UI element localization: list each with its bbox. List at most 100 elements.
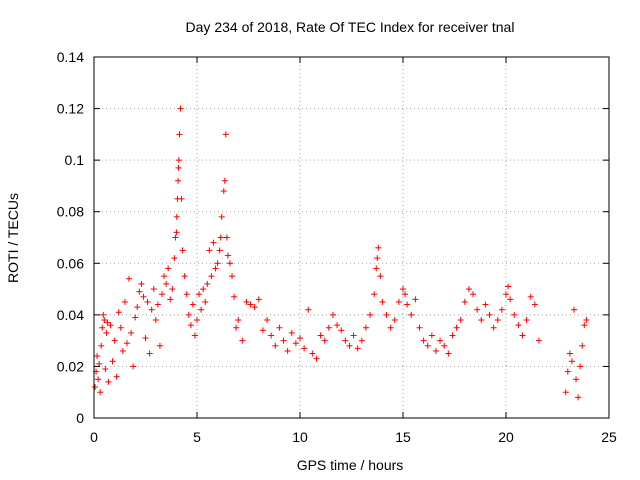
data-point (102, 366, 109, 373)
data-point (358, 337, 365, 344)
data-point (189, 301, 196, 308)
data-point (259, 327, 266, 334)
data-point (109, 358, 116, 365)
data-point (191, 332, 198, 339)
data-point (176, 131, 183, 138)
data-point (519, 332, 526, 339)
data-point (243, 298, 250, 305)
data-point (568, 358, 575, 365)
data-point (130, 363, 137, 370)
data-point (404, 301, 411, 308)
data-point (445, 350, 452, 357)
data-point (123, 340, 130, 347)
data-point (264, 317, 271, 324)
data-point (292, 340, 299, 347)
data-point (200, 286, 207, 293)
data-point (214, 260, 221, 267)
data-point (321, 337, 328, 344)
data-point (478, 317, 485, 324)
x-tick-label: 10 (292, 429, 308, 445)
y-tick-label: 0 (76, 410, 84, 426)
data-point (126, 275, 133, 282)
data-point (235, 317, 242, 324)
data-point (251, 304, 258, 311)
data-point (523, 317, 530, 324)
data-point (181, 273, 188, 280)
data-point (577, 363, 584, 370)
data-point (171, 255, 178, 262)
data-point (150, 286, 157, 293)
data-point (172, 234, 179, 241)
data-point (175, 164, 182, 171)
data-point (128, 329, 135, 336)
data-point (583, 317, 590, 324)
x-tick-label: 15 (395, 429, 411, 445)
data-point (400, 286, 406, 293)
data-point (144, 298, 151, 305)
data-point (579, 342, 586, 349)
data-point (470, 291, 477, 298)
data-point (412, 296, 419, 303)
data-point (490, 324, 497, 331)
x-tick-label: 25 (601, 429, 617, 445)
data-point (494, 317, 501, 324)
data-point (221, 177, 228, 184)
data-point (136, 288, 143, 295)
x-axis-label: GPS time / hours (297, 457, 404, 473)
data-point (206, 247, 213, 254)
data-point (329, 311, 336, 318)
data-point (350, 332, 357, 339)
data-point (570, 306, 577, 313)
data-point (183, 291, 190, 298)
data-point (515, 322, 522, 329)
data-point (437, 337, 444, 344)
data-point (161, 273, 168, 280)
data-point (247, 301, 254, 308)
data-point (362, 324, 369, 331)
x-tick-label: 5 (193, 429, 201, 445)
y-tick-label: 0.1 (65, 152, 85, 168)
data-point (156, 342, 163, 349)
data-point (317, 332, 324, 339)
data-point (163, 280, 170, 287)
data-point (374, 255, 381, 262)
data-point (313, 355, 320, 362)
data-point (395, 298, 402, 305)
data-point (194, 317, 200, 324)
data-point (146, 350, 153, 357)
data-point (367, 311, 374, 318)
data-point (334, 322, 341, 329)
data-point (140, 293, 147, 300)
data-point (432, 347, 439, 354)
data-point (424, 342, 431, 349)
data-point (498, 306, 505, 313)
x-tick-label: 20 (498, 429, 514, 445)
data-point (408, 311, 415, 318)
data-point (564, 368, 571, 375)
data-point (535, 337, 542, 344)
data-point (377, 273, 384, 280)
data-point (562, 389, 569, 396)
data-point (196, 291, 203, 298)
data-point (169, 286, 176, 293)
data-point (94, 353, 101, 360)
data-point (208, 273, 215, 280)
y-tick-label: 0.06 (57, 255, 84, 271)
data-point (210, 239, 217, 246)
data-point (175, 157, 182, 164)
y-tick-labels: 0 0.02 0.04 0.06 0.08 0.1 0.12 0.14 (57, 49, 84, 426)
data-point (482, 301, 489, 308)
data-point (305, 306, 312, 313)
data-point (272, 342, 279, 349)
data-point (103, 329, 110, 336)
data-point (95, 376, 102, 383)
data-point (178, 195, 185, 202)
y-tick-label: 0.02 (57, 358, 84, 374)
data-point (325, 324, 332, 331)
data-point (220, 188, 227, 195)
data-point (152, 317, 159, 324)
data-point (105, 378, 112, 385)
data-point (428, 332, 435, 339)
data-point (121, 298, 128, 305)
x-tick-labels: 0 5 10 15 20 25 (90, 429, 617, 445)
